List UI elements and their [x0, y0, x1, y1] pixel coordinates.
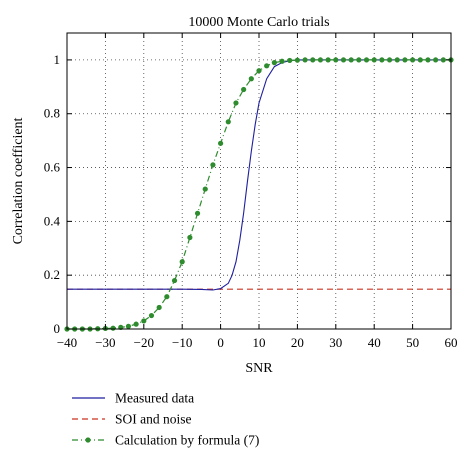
series-point	[241, 86, 247, 93]
series-point	[394, 57, 400, 63]
series-point	[110, 325, 116, 331]
legend-marker	[85, 437, 91, 443]
x-tick-label: 30	[329, 335, 342, 350]
series-point	[317, 57, 324, 63]
series-point	[210, 162, 216, 168]
series-point	[171, 277, 178, 284]
chart-title: 10000 Monte Carlo trials	[188, 15, 329, 30]
legend-label-1: SOI and noise	[115, 412, 192, 427]
series-point	[340, 57, 347, 63]
y-tick-label: 0	[54, 321, 61, 336]
x-tick-label: 50	[406, 335, 419, 350]
series-point	[333, 57, 339, 63]
series-point	[179, 259, 185, 265]
x-tick-label: −40	[57, 335, 77, 350]
series-point	[356, 57, 362, 63]
series-point	[233, 100, 239, 106]
y-tick-label: 0.8	[44, 106, 60, 121]
series-point	[325, 57, 331, 63]
series-point	[425, 57, 431, 63]
x-tick-label: 60	[445, 335, 458, 350]
x-tick-label: 0	[217, 335, 224, 350]
series-point	[348, 57, 354, 63]
series-point	[148, 312, 155, 319]
series-point	[279, 58, 285, 64]
x-tick-label: −30	[95, 335, 115, 350]
x-tick-label: −10	[172, 335, 192, 350]
series-point	[310, 57, 316, 63]
series-point	[302, 57, 308, 63]
x-tick-label: 20	[291, 335, 304, 350]
series-point	[194, 210, 201, 216]
plot-series	[64, 57, 454, 332]
series-point	[225, 119, 231, 125]
series-point	[294, 57, 300, 63]
series-point	[402, 57, 408, 63]
series-point	[371, 57, 377, 63]
grid	[67, 33, 451, 329]
legend-label-2: Calculation by formula (7)	[115, 433, 259, 448]
y-tick-label: 0.2	[44, 267, 60, 282]
series-point	[141, 318, 147, 324]
series-point	[440, 57, 446, 63]
series-point	[133, 321, 139, 327]
series-point	[410, 57, 416, 63]
series-line-0	[67, 59, 451, 291]
y-tick-label: 0.4	[44, 213, 61, 228]
series-point	[417, 57, 423, 63]
series-point	[248, 76, 254, 82]
series-point	[386, 57, 393, 63]
y-tick-label: 0.6	[44, 160, 61, 175]
series-point	[363, 57, 370, 63]
x-tick-label: 10	[253, 335, 266, 350]
axis-ticks: −40 −30 −20 −10 0 10 20 30 40 50 60 0 0.2 0.4 0.6 0.8 1	[44, 33, 458, 350]
series-point	[271, 60, 277, 66]
series-point	[156, 304, 162, 311]
series-point	[379, 57, 385, 63]
series-point	[287, 57, 293, 64]
series-point	[187, 234, 193, 241]
series-point	[125, 323, 132, 329]
series-point	[202, 186, 208, 192]
y-axis-title: Correlation coefficient	[11, 117, 26, 244]
y-tick-label: 1	[54, 52, 61, 67]
series-point	[218, 140, 224, 146]
x-tick-label: 40	[368, 335, 381, 350]
x-axis-title: SNR	[245, 361, 273, 376]
series-point	[164, 294, 170, 300]
legend: Measured data SOI and noise Calculation by…	[72, 391, 259, 448]
x-tick-label: −20	[134, 335, 154, 350]
legend-label-0: Measured data	[115, 391, 194, 406]
series-point	[264, 63, 270, 69]
series-point	[433, 57, 439, 63]
series-point	[256, 68, 262, 74]
